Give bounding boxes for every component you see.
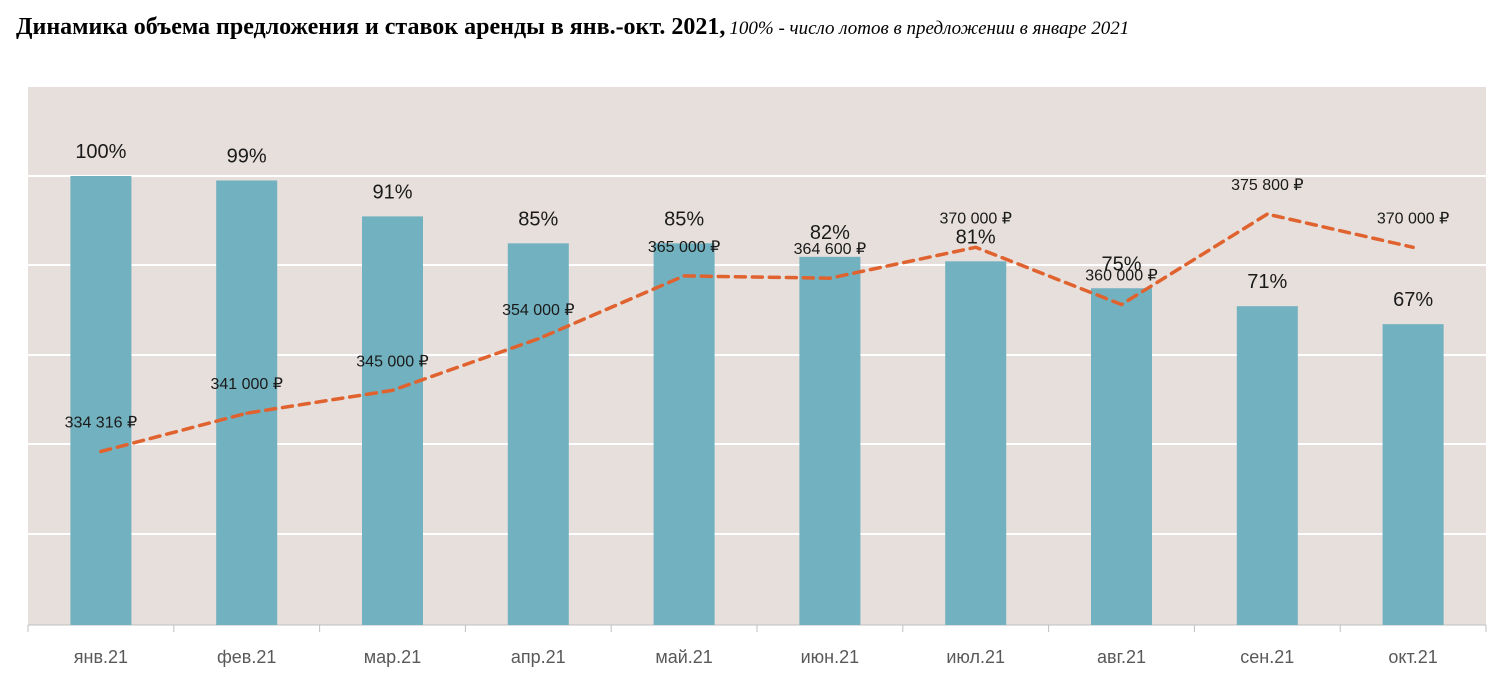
line-point: [1265, 212, 1269, 216]
line-data-label: 334 316 ₽: [65, 414, 137, 431]
bar: [945, 261, 1007, 625]
line-point: [391, 388, 394, 392]
bar-data-label: 71%: [1247, 271, 1287, 293]
line-point: [536, 337, 540, 341]
rent-rate-line: [99, 212, 1415, 454]
line-point: [245, 411, 249, 415]
bar: [362, 216, 423, 625]
line-data-label: 364 600 ₽: [794, 241, 866, 258]
line-point: [99, 449, 103, 453]
line-point: [682, 274, 686, 278]
bar: [1236, 306, 1298, 625]
x-tick-label: май.21: [655, 647, 712, 667]
bar: [216, 180, 278, 626]
x-tick-label: июн.21: [801, 647, 860, 667]
line-data-label: 370 000 ₽: [939, 210, 1011, 227]
x-tick-label: апр.21: [511, 647, 566, 667]
chart-title-subtitle: 100% - число лотов в предложении в январ…: [729, 18, 1130, 39]
x-tick-label: авг.21: [1097, 647, 1146, 667]
bar-data-label: 81%: [956, 226, 996, 248]
line-data-label: 370 000 ₽: [1377, 210, 1449, 227]
x-tick-label: окт.21: [1388, 647, 1437, 667]
x-tick-label: июл.21: [946, 647, 1005, 667]
line-data-label: 365 000 ₽: [648, 239, 720, 256]
bar: [507, 243, 569, 625]
bar-data-label: 91%: [372, 181, 412, 203]
bar-data-label: 82%: [810, 222, 850, 244]
bar: [70, 176, 132, 625]
line-data-label: 375 800 ₽: [1231, 177, 1303, 194]
bar: [653, 243, 715, 625]
bar-data-label: 85%: [518, 208, 558, 230]
line-data-label: 360 000 ₽: [1085, 267, 1157, 284]
bar-data-label: 100%: [75, 141, 126, 163]
bar: [799, 256, 861, 625]
bar-data-label: 99%: [227, 145, 267, 167]
x-tick-label: фев.21: [217, 647, 276, 667]
bar: [1382, 324, 1444, 625]
line-point: [1411, 245, 1415, 249]
line-point: [974, 245, 978, 249]
line-point: [1120, 302, 1123, 306]
x-tick-label: сен.21: [1240, 647, 1294, 667]
x-tick-label: янв.21: [74, 647, 128, 667]
line-point: [828, 276, 832, 280]
x-tick-label: мар.21: [364, 647, 421, 667]
line-data-label: 345 000 ₽: [356, 353, 428, 370]
chart-title-main: Динамика объема предложения и ставок аре…: [16, 14, 726, 40]
bar-data-label: 67%: [1393, 289, 1433, 311]
bar-data-label: 75%: [1101, 253, 1141, 275]
line-data-label: 354 000 ₽: [502, 302, 574, 319]
bar: [1091, 288, 1152, 625]
bar-data-label: 85%: [664, 208, 704, 230]
line-data-label: 341 000 ₽: [210, 376, 282, 393]
chart-title: Динамика объема предложения и ставок аре…: [16, 14, 1129, 41]
